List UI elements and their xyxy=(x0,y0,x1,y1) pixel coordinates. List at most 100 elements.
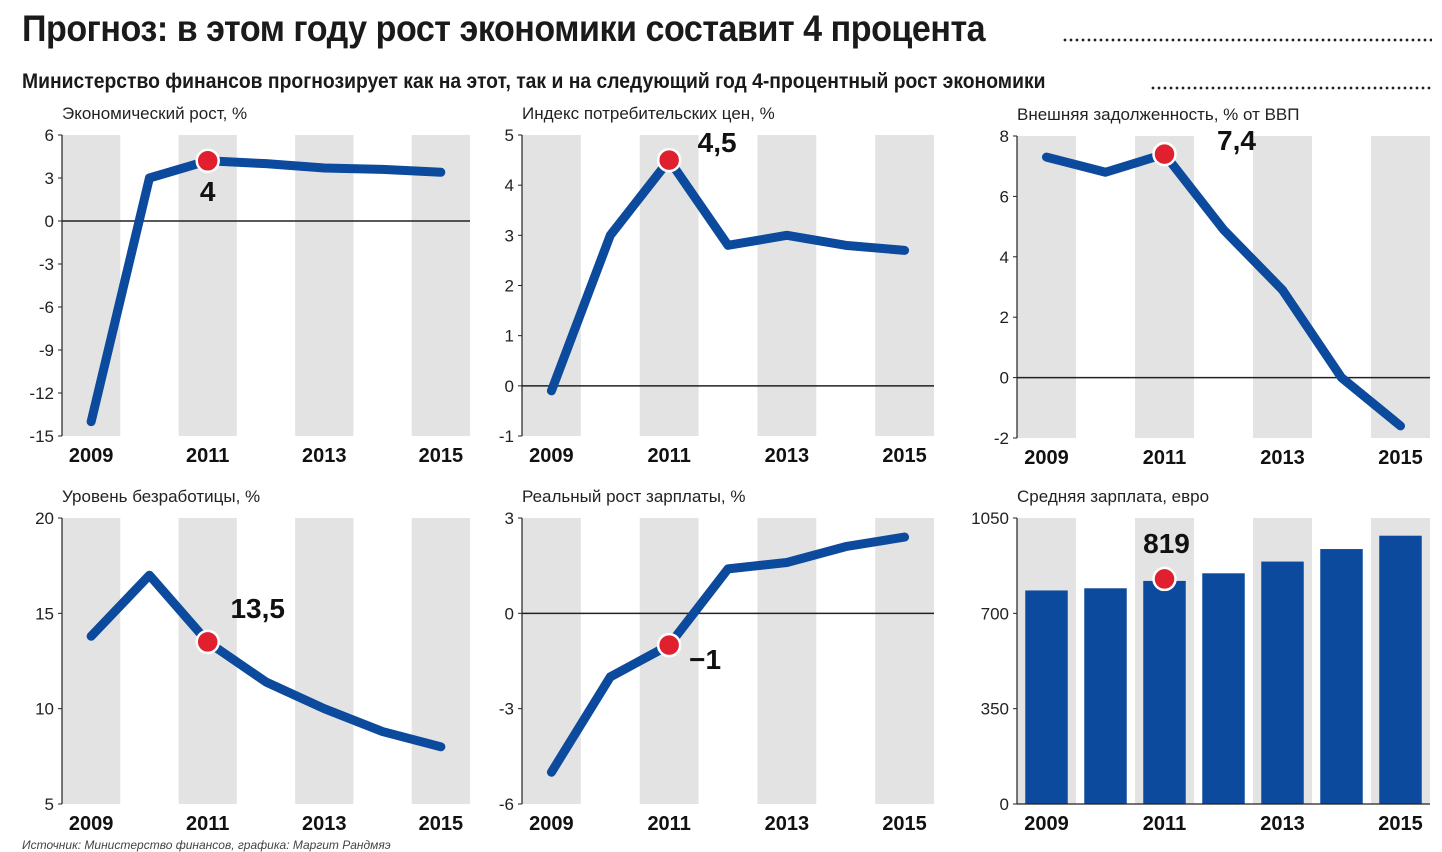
highlight-label: 13,5 xyxy=(230,593,285,624)
series-line xyxy=(1042,149,1405,431)
y-tick-label: -6 xyxy=(39,298,54,317)
chart-panel-1: Экономический рост, % 6 3 0 -3 -6 -9 -12 -15 2009… xyxy=(29,104,470,467)
y-tick-label: -3 xyxy=(499,700,514,719)
x-tick-label: 2011 xyxy=(647,445,690,467)
y-tick-label: -12 xyxy=(29,384,54,403)
x-tick-label: 2011 xyxy=(1143,813,1186,835)
x-tick-label: 2009 xyxy=(1024,447,1069,469)
x-tick-label: 2013 xyxy=(765,445,810,467)
x-tick-label: 2015 xyxy=(882,445,927,467)
y-tick-label: 3 xyxy=(45,169,54,188)
highlight-label: 7,4 xyxy=(1217,125,1256,156)
year-band xyxy=(757,135,817,436)
highlight-marker xyxy=(1152,566,1177,592)
year-band xyxy=(295,518,354,804)
series-line xyxy=(86,570,446,752)
bar xyxy=(1025,590,1068,804)
year-band xyxy=(522,518,581,804)
bar xyxy=(1202,573,1245,804)
y-tick-label: 0 xyxy=(45,212,54,231)
x-tick-label: 2015 xyxy=(1378,447,1423,469)
title-dotted-rule xyxy=(1062,38,1432,42)
x-tick-label: 2013 xyxy=(302,445,347,467)
chart-title: Индекс потребительских цен, % xyxy=(522,104,775,123)
bar xyxy=(1320,549,1363,804)
x-tick-label: 2011 xyxy=(647,813,690,835)
y-tick-label: 1050 xyxy=(971,509,1009,528)
y-tick-label: 5 xyxy=(505,126,514,145)
x-tick-label: 2009 xyxy=(69,813,114,835)
x-tick-label: 2013 xyxy=(765,813,810,835)
y-tick-label: -15 xyxy=(29,427,54,446)
chart-panel-5: Реальный рост зарплаты, % 3 0 -3 -6 2009 2011 2… xyxy=(499,487,934,835)
y-tick-label: 0 xyxy=(1000,369,1009,388)
highlight-label: 819 xyxy=(1143,528,1190,559)
chart-title: Реальный рост зарплаты, % xyxy=(522,487,746,506)
y-tick-label: 1 xyxy=(505,327,514,346)
y-tick-label: 6 xyxy=(1000,187,1009,206)
highlight-label: 4,5 xyxy=(698,127,737,158)
chart-title: Средняя зарплата, евро xyxy=(1017,487,1209,506)
series-line xyxy=(546,532,910,777)
subtitle-dotted-rule xyxy=(1150,86,1432,90)
highlight-marker xyxy=(195,629,220,655)
year-band xyxy=(875,135,934,436)
y-tick-label: -6 xyxy=(499,795,514,814)
bar xyxy=(1379,535,1422,804)
x-tick-label: 2009 xyxy=(1024,813,1069,835)
chart-panel-3: Внешняя задолженность, % от ВВП 8 6 4 2 0 -2 20… xyxy=(994,105,1430,469)
source-note: Источник: Министерство финансов, графика… xyxy=(22,838,391,852)
year-band xyxy=(639,518,699,804)
page-subtitle: Министерство финансов прогнозирует как н… xyxy=(22,70,1046,93)
series-line xyxy=(546,155,910,396)
y-tick-label: 20 xyxy=(35,509,54,528)
highlight-marker xyxy=(656,632,682,658)
x-tick-label: 2011 xyxy=(186,813,229,835)
x-tick-label: 2011 xyxy=(1143,447,1186,469)
page-title: Прогноз: в этом году рост экономики сост… xyxy=(22,8,986,49)
y-tick-label: 3 xyxy=(505,226,514,245)
y-tick-label: 15 xyxy=(35,604,54,623)
year-band xyxy=(1371,136,1430,438)
x-tick-label: 2015 xyxy=(419,813,464,835)
year-band xyxy=(178,135,237,436)
x-tick-label: 2009 xyxy=(529,813,574,835)
y-tick-label: 0 xyxy=(1000,795,1009,814)
year-band xyxy=(411,518,470,804)
bar xyxy=(1143,580,1186,804)
x-tick-label: 2011 xyxy=(186,445,229,467)
highlight-marker xyxy=(1152,141,1177,167)
series-line xyxy=(86,156,446,427)
bar xyxy=(1261,561,1304,804)
x-tick-label: 2015 xyxy=(419,445,464,467)
y-tick-label: 10 xyxy=(35,700,54,719)
highlight-marker xyxy=(656,147,682,173)
x-tick-label: 2009 xyxy=(529,445,574,467)
y-tick-label: -9 xyxy=(39,341,54,360)
year-band xyxy=(178,518,237,804)
y-tick-label: 4 xyxy=(505,176,514,195)
x-tick-label: 2009 xyxy=(69,445,114,467)
x-tick-label: 2015 xyxy=(882,813,927,835)
y-tick-label: 0 xyxy=(505,604,514,623)
chart-title: Уровень безработицы, % xyxy=(62,487,260,506)
highlight-marker xyxy=(195,148,220,174)
highlight-label: −1 xyxy=(689,644,721,675)
y-tick-label: 5 xyxy=(45,795,54,814)
chart-title: Экономический рост, % xyxy=(62,104,247,123)
y-tick-label: 2 xyxy=(505,277,514,296)
y-tick-label: 8 xyxy=(1000,127,1009,146)
x-tick-label: 2013 xyxy=(302,813,347,835)
y-tick-label: 0 xyxy=(505,377,514,396)
year-band xyxy=(1017,136,1076,438)
chart-panel-6: Средняя зарплата, евро 1050 700 350 0 2009 201… xyxy=(971,487,1430,835)
x-tick-label: 2013 xyxy=(1260,447,1305,469)
x-tick-label: 2015 xyxy=(1378,813,1423,835)
y-tick-label: 3 xyxy=(505,509,514,528)
y-tick-label: 700 xyxy=(981,604,1009,623)
chart-title: Внешняя задолженность, % от ВВП xyxy=(1017,105,1299,124)
chart-panel-2: Индекс потребительских цен, % 5 4 3 2 1 0 -1 200… xyxy=(499,104,934,467)
year-band xyxy=(62,135,121,436)
